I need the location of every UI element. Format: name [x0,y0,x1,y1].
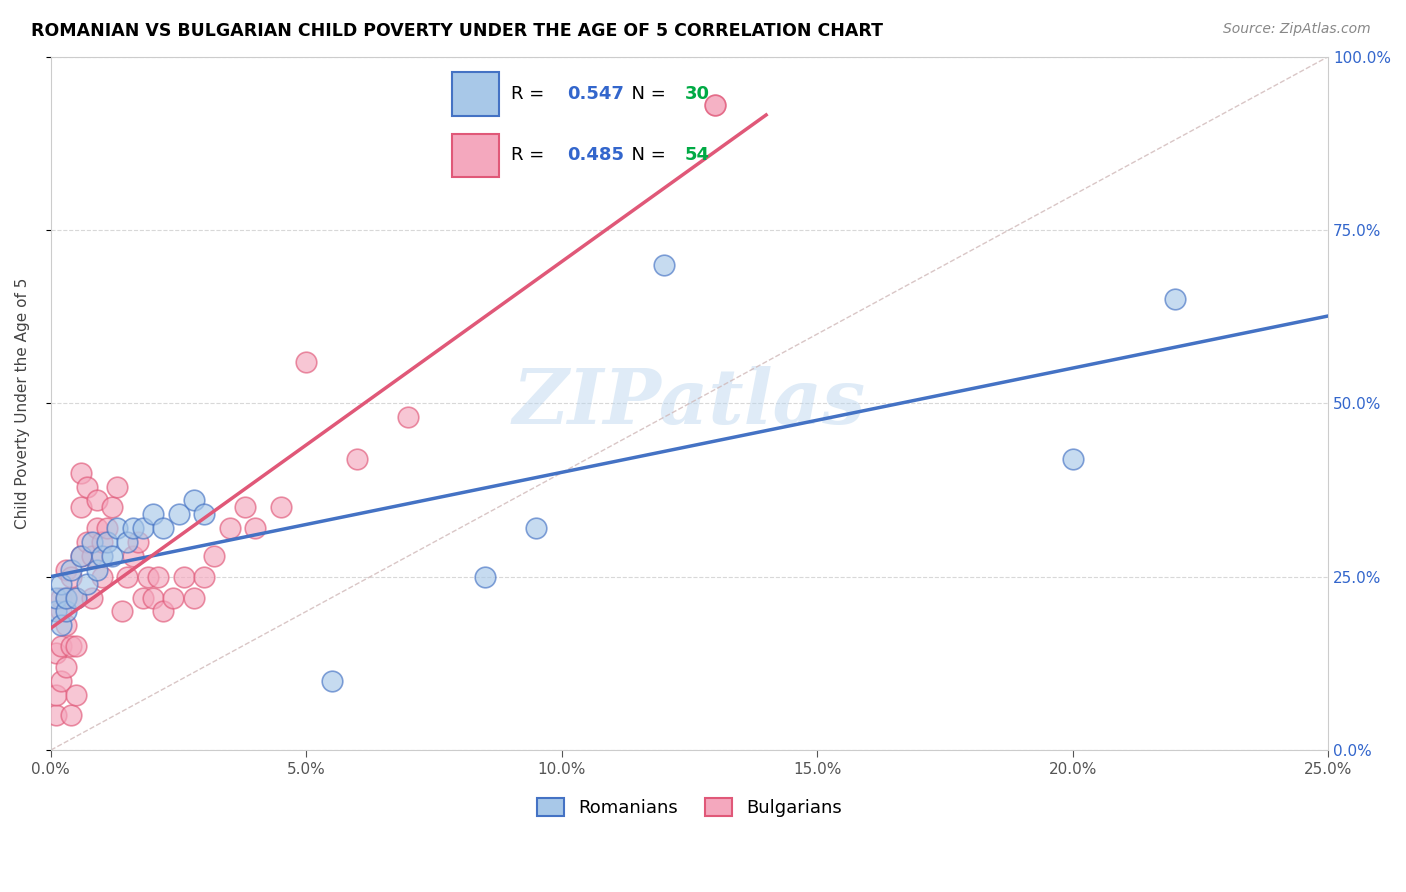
Point [90,549,112,563]
Point [136,570,159,584]
Point [49,576,72,591]
Point [70,466,93,480]
Point [70,549,93,563]
Point [704,98,727,112]
Point [704,98,727,112]
Point [49,604,72,618]
Point [45,646,67,660]
Point [86,521,108,535]
Text: R =: R = [510,146,550,164]
Point [152,604,174,618]
Point [193,570,215,584]
Point [49,673,72,688]
Point [152,521,174,535]
Point [245,521,267,535]
Point [86,563,108,577]
Point [121,549,143,563]
Point [101,500,124,515]
Point [80,591,103,605]
Point [295,355,318,369]
Legend: Romanians, Bulgarians: Romanians, Bulgarians [530,790,849,824]
Point [70,500,93,515]
Point [45,604,67,618]
Point [167,508,190,522]
Point [76,576,98,591]
Point [60,570,83,584]
Point [218,521,240,535]
Point [55,618,77,632]
Point [132,521,155,535]
Point [65,591,87,605]
Point [55,563,77,577]
Point [105,480,128,494]
Text: R =: R = [510,86,550,103]
Point [233,500,256,515]
Point [346,451,368,466]
Point [193,508,215,522]
Point [60,563,83,577]
Point [1164,293,1187,307]
Point [55,591,77,605]
Point [117,535,139,549]
Point [117,570,139,584]
Point [524,521,547,535]
Point [321,673,343,688]
Text: N =: N = [620,86,672,103]
Point [55,604,77,618]
Point [90,570,112,584]
FancyBboxPatch shape [451,134,499,178]
Point [270,500,292,515]
Point [65,688,87,702]
Point [80,549,103,563]
Point [132,591,155,605]
Point [183,591,205,605]
Point [127,535,149,549]
Point [76,480,98,494]
Point [70,549,93,563]
Text: Source: ZipAtlas.com: Source: ZipAtlas.com [1223,22,1371,37]
Point [45,591,67,605]
Point [90,535,112,549]
Point [49,618,72,632]
Point [60,639,83,653]
Text: N =: N = [620,146,672,164]
Point [121,521,143,535]
Text: ZIPatlas: ZIPatlas [513,367,866,441]
Point [398,410,420,425]
Point [142,508,165,522]
Point [49,591,72,605]
Point [101,549,124,563]
Point [162,591,184,605]
Point [55,591,77,605]
Point [111,604,134,618]
Text: ROMANIAN VS BULGARIAN CHILD POVERTY UNDER THE AGE OF 5 CORRELATION CHART: ROMANIAN VS BULGARIAN CHILD POVERTY UNDE… [31,22,883,40]
Text: 30: 30 [685,86,710,103]
Text: 0.485: 0.485 [567,146,624,164]
Point [86,493,108,508]
Point [1062,451,1084,466]
Text: 54: 54 [685,146,710,164]
Point [142,591,165,605]
Point [474,570,496,584]
Point [652,258,675,272]
Point [55,660,77,674]
Point [80,535,103,549]
Point [76,535,98,549]
Point [96,535,118,549]
Text: 0.547: 0.547 [567,86,624,103]
Point [96,521,118,535]
FancyBboxPatch shape [451,72,499,116]
Point [45,708,67,723]
Point [65,591,87,605]
Point [202,549,225,563]
Point [65,639,87,653]
Point [146,570,169,584]
Point [183,493,205,508]
Point [60,708,83,723]
Point [173,570,195,584]
Y-axis label: Child Poverty Under the Age of 5: Child Poverty Under the Age of 5 [15,277,30,529]
Point [105,521,128,535]
Point [49,639,72,653]
Point [45,688,67,702]
